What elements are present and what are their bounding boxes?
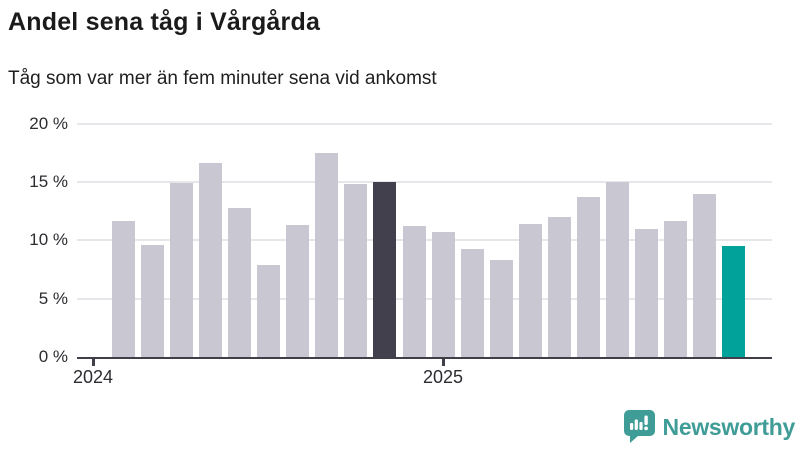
- y-axis-label-15: 15 %: [29, 172, 68, 192]
- bar-16: [547, 217, 571, 357]
- bar-20: [663, 220, 687, 357]
- y-axis-label-10: 10 %: [29, 230, 68, 250]
- gridline-20: [77, 122, 772, 125]
- bar-14: [489, 260, 513, 357]
- gridline-15: [77, 181, 772, 184]
- bar-8: [315, 152, 339, 357]
- newsworthy-wordmark: Newsworthy: [662, 413, 796, 440]
- bar-4: [199, 163, 223, 357]
- y-axis-label-0: 0 %: [38, 347, 68, 366]
- bar-10: [373, 182, 397, 357]
- bar-1: [112, 220, 135, 357]
- chart-title: Andel sena tåg i Vårgårda: [8, 8, 321, 36]
- y-axis-label-20: 20 %: [29, 113, 68, 133]
- bar-13: [460, 248, 484, 357]
- newsworthy-logo[interactable]: Newsworthy: [623, 410, 796, 444]
- newsworthy-bubble-chart-icon: [623, 410, 655, 444]
- bar-12: [431, 232, 455, 357]
- bar-17: [576, 197, 600, 357]
- bar-7: [286, 225, 310, 357]
- y-axis-label-5: 5 %: [38, 288, 68, 308]
- x-axis-line: [77, 356, 772, 359]
- bar-11: [402, 226, 426, 357]
- bar-5: [228, 207, 252, 357]
- chart-subtitle: Tåg som var mer än fem minuter sena vid …: [8, 68, 437, 89]
- bar-19: [634, 228, 658, 357]
- x-tick-label-2024: 2024: [72, 367, 114, 387]
- x-tick-2025: [442, 358, 445, 366]
- bar-18: [605, 182, 629, 357]
- x-tick-2024: [92, 358, 95, 366]
- bar-15: [518, 224, 542, 357]
- bar-6: [257, 264, 281, 357]
- bar-21: [693, 193, 716, 357]
- x-tick-label-2025: 2025: [422, 367, 464, 387]
- bar-2: [141, 245, 165, 357]
- bar-3: [170, 183, 194, 357]
- bar-22: [722, 246, 746, 357]
- bar-9: [344, 184, 368, 357]
